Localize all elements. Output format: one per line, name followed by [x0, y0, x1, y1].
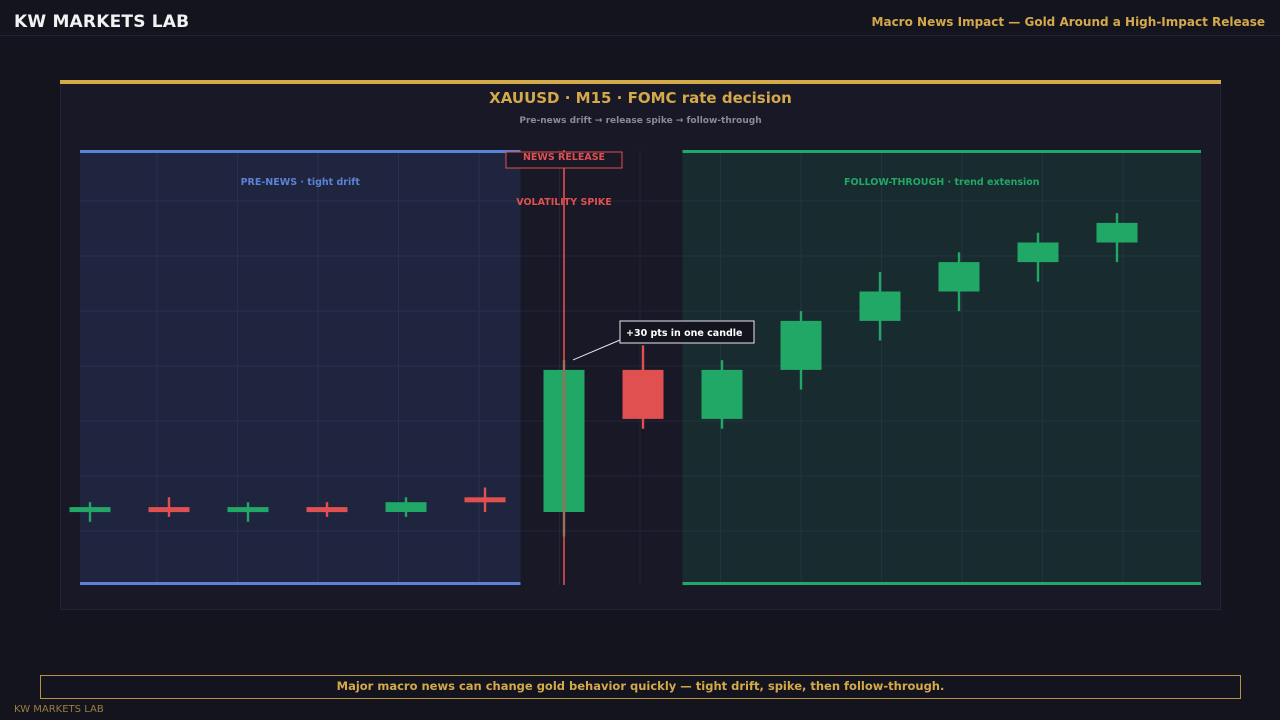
- candle-body: [1096, 222, 1138, 243]
- chart-card-accent-bar: [60, 80, 1221, 84]
- region-follow-through-top-border: [682, 150, 1201, 153]
- region-pre-news: [80, 150, 521, 585]
- annotation-pointer: [572, 339, 621, 361]
- region-pre-news-bottom-border: [80, 582, 521, 585]
- candle-body: [701, 369, 743, 419]
- candle-body: [69, 507, 111, 513]
- region-follow-through-bottom-border: [682, 582, 1201, 585]
- candle-body: [1017, 242, 1059, 263]
- footer-message: Major macro news can change gold behavio…: [336, 679, 945, 693]
- candle-body: [780, 320, 822, 370]
- top-bar: KW MARKETS LAB Macro News Impact — Gold …: [0, 0, 1280, 36]
- news-release-label: NEWS RELEASE: [523, 152, 605, 163]
- candle-body: [306, 507, 348, 513]
- candle-body: [148, 507, 190, 513]
- candle-body: [938, 262, 980, 292]
- region-follow-through: [682, 150, 1201, 585]
- region-pre-news-top-border: [80, 150, 521, 153]
- candle-body: [464, 497, 506, 503]
- region-follow-through-label: FOLLOW-THROUGH · trend extension: [844, 177, 1040, 188]
- page-header-title: Macro News Impact — Gold Around a High-I…: [871, 15, 1265, 29]
- footer-brand: KW MARKETS LAB: [14, 704, 104, 715]
- brand-logo-text: KW MARKETS LAB: [14, 12, 190, 32]
- volatility-spike-label: VOLATILITY SPIKE: [516, 197, 611, 208]
- candle-body: [227, 507, 269, 513]
- chart-subtitle: Pre-news drift → release spike → follow-…: [519, 116, 762, 126]
- candle-body: [385, 502, 427, 512]
- news-release-label-box: [505, 151, 623, 169]
- annotation-box: [619, 320, 755, 344]
- region-pre-news-label: PRE-NEWS · tight drift: [241, 177, 361, 188]
- chart-title: XAUUSD · M15 · FOMC rate decision: [489, 89, 792, 107]
- candle-body: [859, 291, 901, 321]
- footer-message-box: Major macro news can change gold behavio…: [40, 675, 1241, 699]
- candle-body: [622, 369, 664, 419]
- annotation-text: +30 pts in one candle: [626, 328, 742, 339]
